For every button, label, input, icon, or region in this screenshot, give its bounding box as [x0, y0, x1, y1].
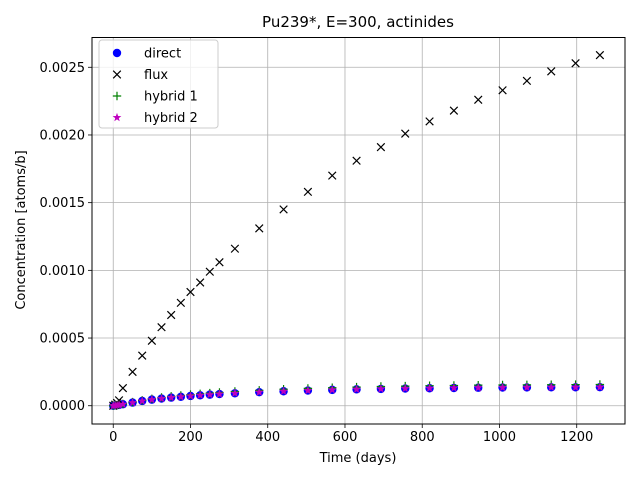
data-point — [147, 336, 157, 345]
data-point — [205, 390, 215, 399]
data-point — [118, 399, 128, 408]
legend: direct flux hybrid 1 hybrid 2 — [98, 39, 219, 129]
data-point — [449, 106, 459, 115]
legend-entry: flux — [112, 68, 168, 83]
data-point — [595, 50, 605, 60]
x-tick-label: 1000 — [483, 430, 516, 445]
data-point — [376, 384, 386, 393]
x-tick-label: 600 — [333, 430, 358, 445]
data-point — [474, 95, 483, 104]
data-point — [157, 322, 166, 332]
y-tick-label: 0.0000 — [40, 399, 86, 414]
data-point — [546, 382, 556, 392]
x-tick-label: 800 — [410, 430, 435, 445]
y-tick-label: 0.0010 — [40, 264, 86, 279]
data-point — [147, 395, 157, 404]
x-axis-label: Time (days) — [319, 451, 397, 466]
data-point — [137, 396, 147, 405]
data-point — [137, 351, 147, 360]
data-point — [176, 392, 186, 401]
x-tick-label: 200 — [178, 430, 203, 445]
data-point — [595, 382, 605, 391]
grid-lines — [92, 37, 625, 424]
x-tick-label: 0 — [109, 430, 117, 445]
data-point — [114, 400, 124, 409]
data-point — [352, 156, 361, 165]
data-point — [254, 387, 264, 396]
legend-marker — [112, 112, 122, 122]
data-point — [571, 382, 580, 392]
legend-marker — [112, 48, 122, 58]
x-tick-label: 400 — [255, 430, 280, 445]
data-point — [157, 393, 166, 403]
x-tick-label: 1200 — [560, 430, 593, 445]
data-point — [425, 383, 434, 392]
y-tick-label: 0.0015 — [40, 196, 86, 211]
data-point — [215, 258, 224, 267]
data-point — [255, 224, 264, 233]
legend-entry: hybrid 2 — [112, 111, 198, 126]
data-point — [128, 367, 137, 377]
data-point — [473, 383, 483, 392]
data-point — [425, 117, 434, 126]
data-point — [376, 142, 386, 152]
data-point — [498, 382, 507, 392]
data-point — [279, 386, 288, 395]
data-point — [547, 67, 556, 76]
legend-label: hybrid 2 — [144, 111, 198, 126]
y-tick-label: 0.0020 — [40, 128, 86, 143]
data-point — [215, 389, 224, 398]
legend-marker — [112, 70, 122, 79]
data-point — [186, 391, 195, 400]
plot-frame — [91, 37, 626, 425]
plot-marks — [108, 50, 605, 410]
series-hybrid-2 — [108, 382, 605, 410]
y-tick-label: 0.0025 — [40, 61, 86, 76]
x-axis-ticks: 0 200 400 600 800 1000 1200 — [109, 424, 593, 445]
data-point — [195, 390, 205, 400]
data-point — [498, 86, 507, 95]
data-point — [230, 244, 240, 253]
legend-label: hybrid 1 — [144, 90, 198, 105]
legend-entry: hybrid 1 — [112, 90, 198, 105]
data-point — [522, 382, 532, 392]
legend-label: flux — [144, 68, 168, 83]
y-axis-label: Concentration [atoms/b] — [14, 150, 29, 309]
data-point — [279, 205, 288, 214]
legend-label: direct — [144, 47, 181, 62]
data-point — [303, 385, 313, 395]
data-point — [205, 267, 215, 276]
data-point — [195, 278, 205, 287]
data-point — [328, 171, 337, 180]
legend-box — [98, 39, 219, 129]
data-point — [176, 298, 186, 308]
legend-marker — [112, 91, 122, 101]
data-point — [401, 129, 410, 138]
data-point — [449, 383, 459, 392]
data-point — [186, 287, 195, 297]
data-point — [118, 383, 128, 393]
legend-entry: direct — [112, 47, 181, 62]
data-point — [571, 58, 580, 68]
data-point — [352, 384, 361, 394]
chart-title: Pu239*, E=300, actinides — [262, 13, 454, 31]
data-point — [166, 393, 176, 402]
data-point — [303, 187, 313, 197]
data-point — [166, 310, 176, 320]
data-point — [327, 385, 337, 394]
y-tick-label: 0.0005 — [40, 332, 86, 347]
y-axis-ticks: 0.0000 0.0005 0.0010 0.0015 0.0020 0.0025 — [40, 61, 92, 414]
data-point — [522, 76, 532, 86]
data-point — [400, 383, 410, 393]
data-point — [230, 388, 240, 397]
data-point — [128, 398, 137, 407]
